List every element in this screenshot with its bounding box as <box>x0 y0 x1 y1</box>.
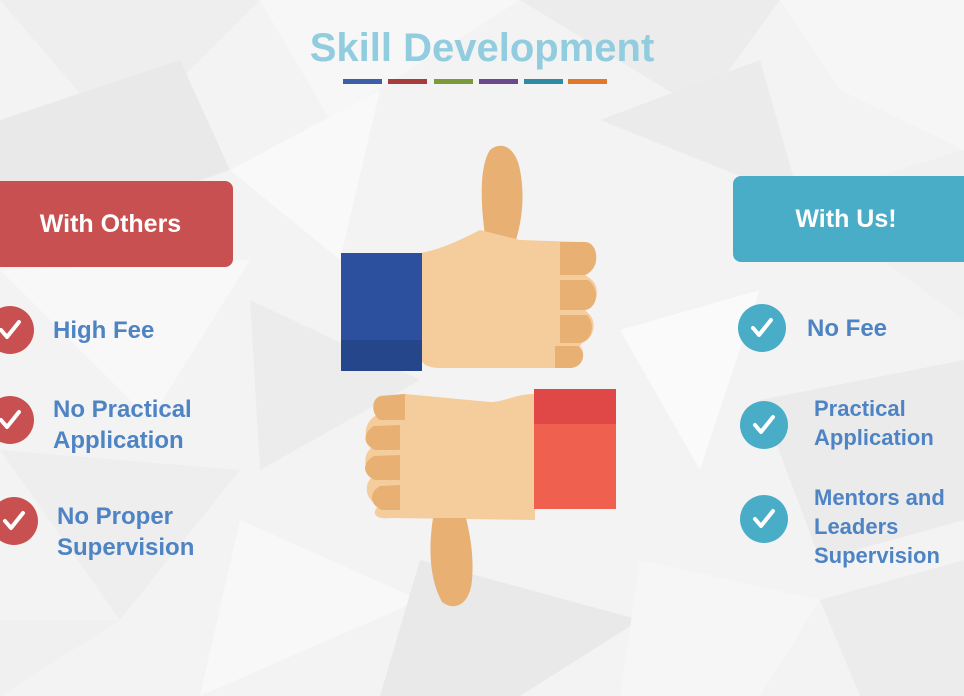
with-others-label: With Others <box>39 209 182 238</box>
list-item: No Proper Supervision <box>57 503 195 561</box>
accent-bar <box>479 79 518 84</box>
check-icon <box>740 401 788 449</box>
accent-bar <box>524 79 563 84</box>
accent-bar <box>568 79 607 84</box>
thumbs-down-icon <box>365 389 616 607</box>
with-others-header: With Others <box>0 181 233 267</box>
list-item: Practical Application <box>814 396 934 450</box>
accent-bar <box>343 79 382 84</box>
accent-bar <box>388 79 427 84</box>
list-item: Mentors and Leaders Supervision <box>814 485 945 568</box>
thumbs-up-icon <box>341 145 597 371</box>
page-title: Skill Development <box>309 26 655 70</box>
check-icon <box>738 304 786 352</box>
with-us-header: With Us! <box>733 176 964 262</box>
with-us-label: With Us! <box>795 204 897 233</box>
accent-bar <box>434 79 473 84</box>
thumbs-illustration <box>341 145 616 607</box>
list-item: No Practical Application <box>53 396 192 454</box>
check-icon <box>0 306 34 354</box>
list-item: No Fee <box>807 315 888 342</box>
check-icon <box>740 495 788 543</box>
check-icon <box>0 497 38 545</box>
list-item: High Fee <box>53 317 155 344</box>
